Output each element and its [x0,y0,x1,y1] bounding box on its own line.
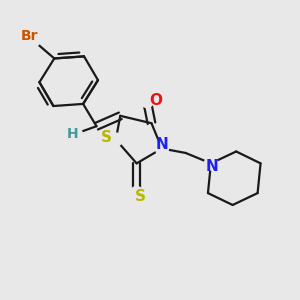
Circle shape [140,94,154,107]
Text: Br: Br [21,29,38,43]
Circle shape [130,187,143,200]
Text: N: N [156,137,169,152]
Text: S: S [135,189,146,204]
Text: S: S [101,130,112,145]
Text: N: N [205,159,218,174]
Text: H: H [66,127,78,141]
Text: O: O [149,94,162,109]
Circle shape [204,157,218,170]
Circle shape [69,127,82,140]
Circle shape [22,29,40,48]
Circle shape [155,142,168,155]
Circle shape [109,133,122,146]
